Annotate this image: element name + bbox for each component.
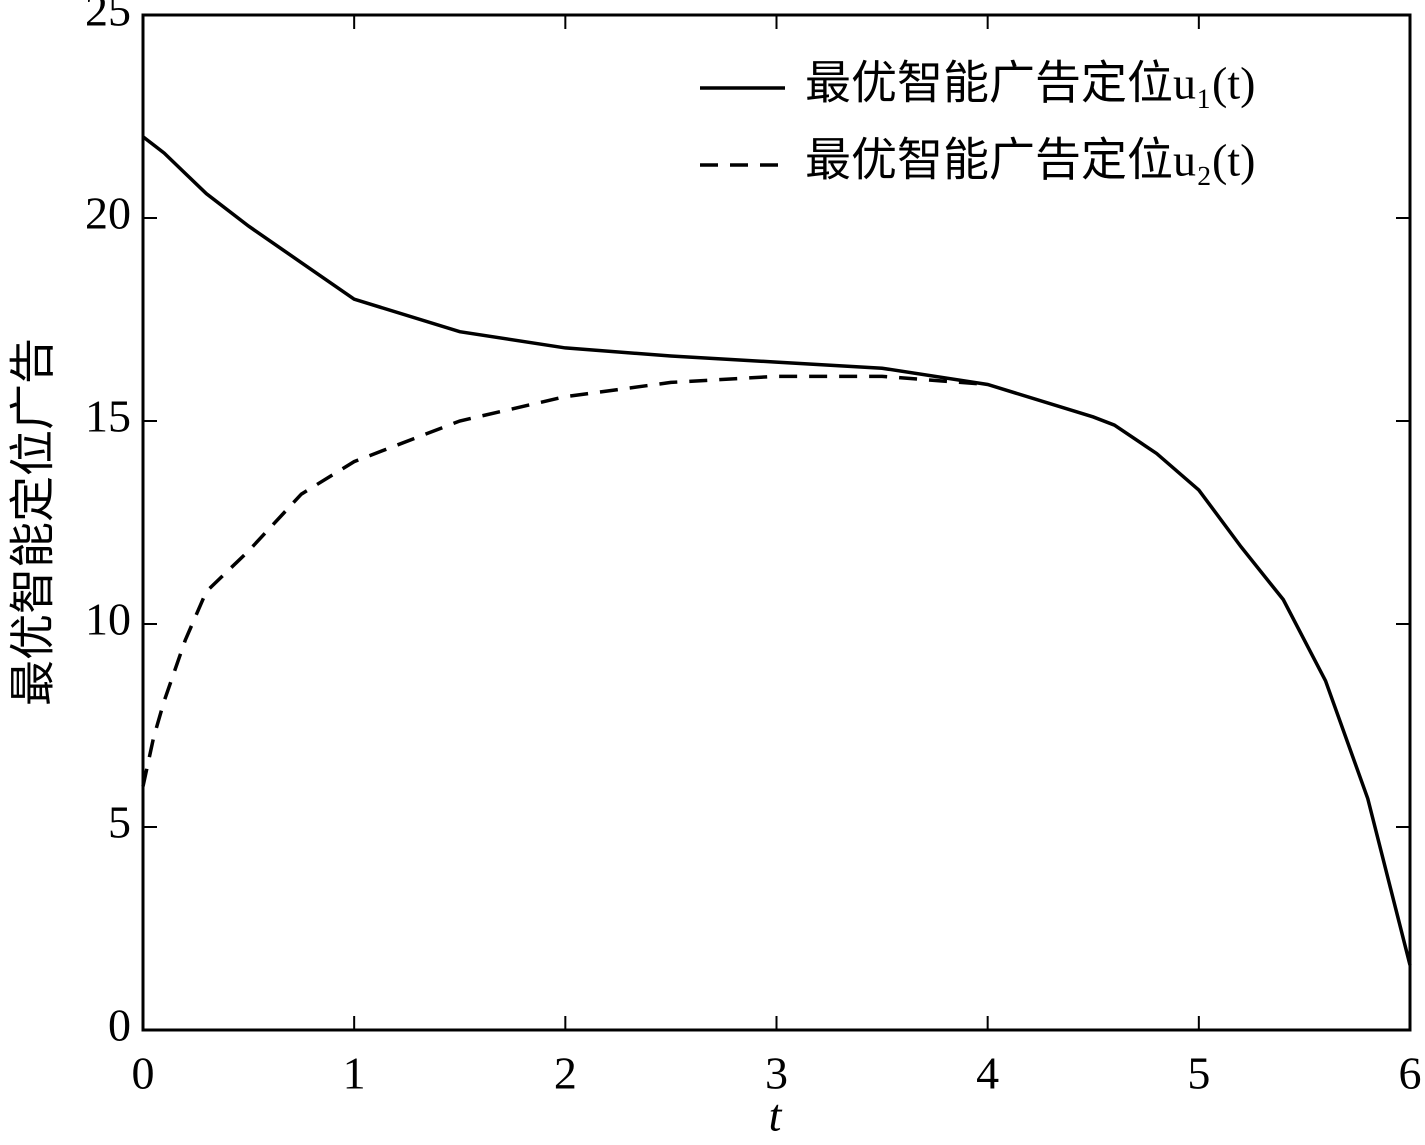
y-axis-label: 最优智能定位广告	[8, 338, 59, 706]
y-tick-label: 25	[85, 0, 131, 36]
x-tick-label: 0	[132, 1048, 155, 1099]
y-tick-label: 15	[85, 391, 131, 442]
x-axis-label: t	[769, 1090, 783, 1141]
y-tick-label: 5	[108, 797, 131, 848]
x-tick-label: 1	[343, 1048, 366, 1099]
y-tick-label: 10	[85, 594, 131, 645]
x-tick-label: 4	[976, 1048, 999, 1099]
legend-label: 最优智能广告定位u₁(t)	[805, 58, 1255, 109]
series-line	[141, 374, 988, 787]
y-tick-label: 20	[85, 188, 131, 239]
x-tick-label: 5	[1187, 1048, 1210, 1099]
series-line	[141, 135, 1412, 966]
x-tick-label: 3	[765, 1048, 788, 1099]
y-tick-label: 0	[108, 1000, 131, 1051]
x-tick-label: 6	[1399, 1048, 1422, 1099]
x-tick-label: 2	[554, 1048, 577, 1099]
legend-label: 最优智能广告定位u₂(t)	[805, 135, 1255, 186]
